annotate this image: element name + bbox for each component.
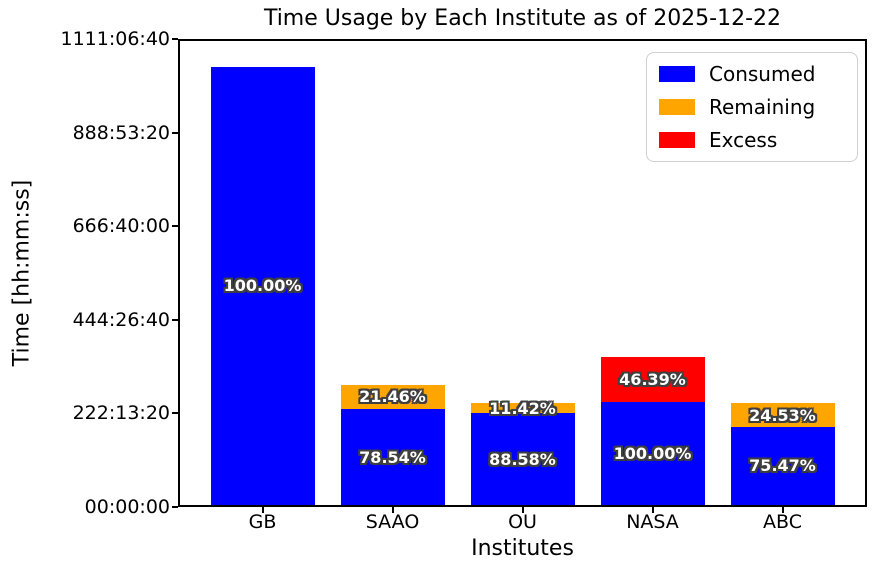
consumed-swatch-icon: [659, 66, 695, 82]
y-tick-label: 444:26:40: [72, 308, 170, 331]
x-tick-mark: [651, 507, 654, 513]
bar-segment-remaining-saao: 21.46%: [340, 382, 445, 410]
x-tick-label-abc: ABC: [763, 511, 802, 533]
x-tick-mark: [521, 507, 524, 513]
percent-label-consumed-abc: 75.47%: [749, 456, 816, 476]
y-tick-mark: [172, 412, 178, 415]
legend-row-excess: Excess: [659, 129, 847, 151]
bar-segment-consumed-abc: 75.47%: [730, 426, 835, 505]
x-tick-mark: [781, 507, 784, 513]
y-tick-mark: [172, 506, 178, 508]
percent-label-remaining-abc: 24.53%: [749, 405, 816, 425]
percent-label-excess-nasa: 46.39%: [619, 369, 686, 389]
bar-nasa: 100.00% 46.39%: [600, 354, 705, 505]
percent-label-consumed-saao: 78.54%: [359, 447, 426, 467]
y-tick-label: 888:53:20: [72, 121, 170, 144]
y-tick-label: 00:00:00: [84, 496, 170, 518]
legend-label-remaining: Remaining: [709, 95, 816, 119]
bar-saao: 78.54% 21.46%: [340, 382, 445, 505]
x-axis-label: Institutes: [471, 536, 574, 561]
x-tick-label-gb: GB: [248, 511, 277, 533]
bar-segment-consumed-nasa: 100.00%: [600, 402, 705, 505]
y-tick-mark: [172, 131, 178, 134]
chart-title: Time Usage by Each Institute as of 2025-…: [263, 6, 782, 31]
x-tick-mark: [391, 507, 394, 513]
legend-label-consumed: Consumed: [709, 62, 816, 86]
bar-segment-excess-nasa: 46.39%: [600, 354, 705, 403]
y-tick-mark: [172, 318, 178, 321]
percent-label-consumed-nasa: 100.00%: [613, 444, 692, 464]
bar-segment-consumed-ou: 88.58%: [470, 413, 575, 505]
bar-gb: 100.00%: [210, 66, 315, 505]
bar-segment-remaining-ou: 11.42%: [470, 399, 575, 418]
legend-row-remaining: Remaining: [659, 96, 847, 118]
y-tick-label: 1111:06:40: [60, 28, 170, 50]
y-tick-mark: [172, 225, 178, 228]
y-tick-label: 222:13:20: [72, 402, 170, 425]
y-tick-label: 666:40:00: [72, 215, 170, 238]
legend-row-consumed: Consumed: [659, 63, 847, 85]
x-tick-label-ou: OU: [508, 511, 537, 533]
legend: Consumed Remaining Excess: [646, 52, 858, 162]
bar-segment-consumed-gb: 100.00%: [210, 66, 315, 505]
y-axis-label: Time [hh:mm:ss]: [9, 179, 35, 367]
x-tick-label-nasa: NASA: [626, 511, 679, 533]
excess-swatch-icon: [659, 132, 695, 148]
x-tick-label-saao: SAAO: [365, 511, 420, 533]
plot-area: 100.00% 78.54% 21.46% 88.58% 11.42% 100.00% 46…: [178, 39, 867, 507]
percent-label-remaining-saao: 21.46%: [359, 387, 426, 407]
bar-segment-remaining-abc: 24.53%: [730, 401, 835, 427]
x-tick-mark: [261, 507, 264, 513]
percent-label-remaining-ou: 11.42%: [489, 398, 556, 418]
percent-label-consumed-gb: 100.00%: [223, 276, 302, 296]
percent-label-consumed-ou: 88.58%: [489, 449, 556, 469]
bar-abc: 75.47% 24.53%: [730, 401, 835, 505]
legend-label-excess: Excess: [709, 128, 778, 152]
bar-ou: 88.58% 11.42%: [470, 399, 575, 505]
bar-segment-consumed-saao: 78.54%: [340, 409, 445, 505]
remaining-swatch-icon: [659, 99, 695, 115]
y-tick-mark: [172, 38, 178, 40]
